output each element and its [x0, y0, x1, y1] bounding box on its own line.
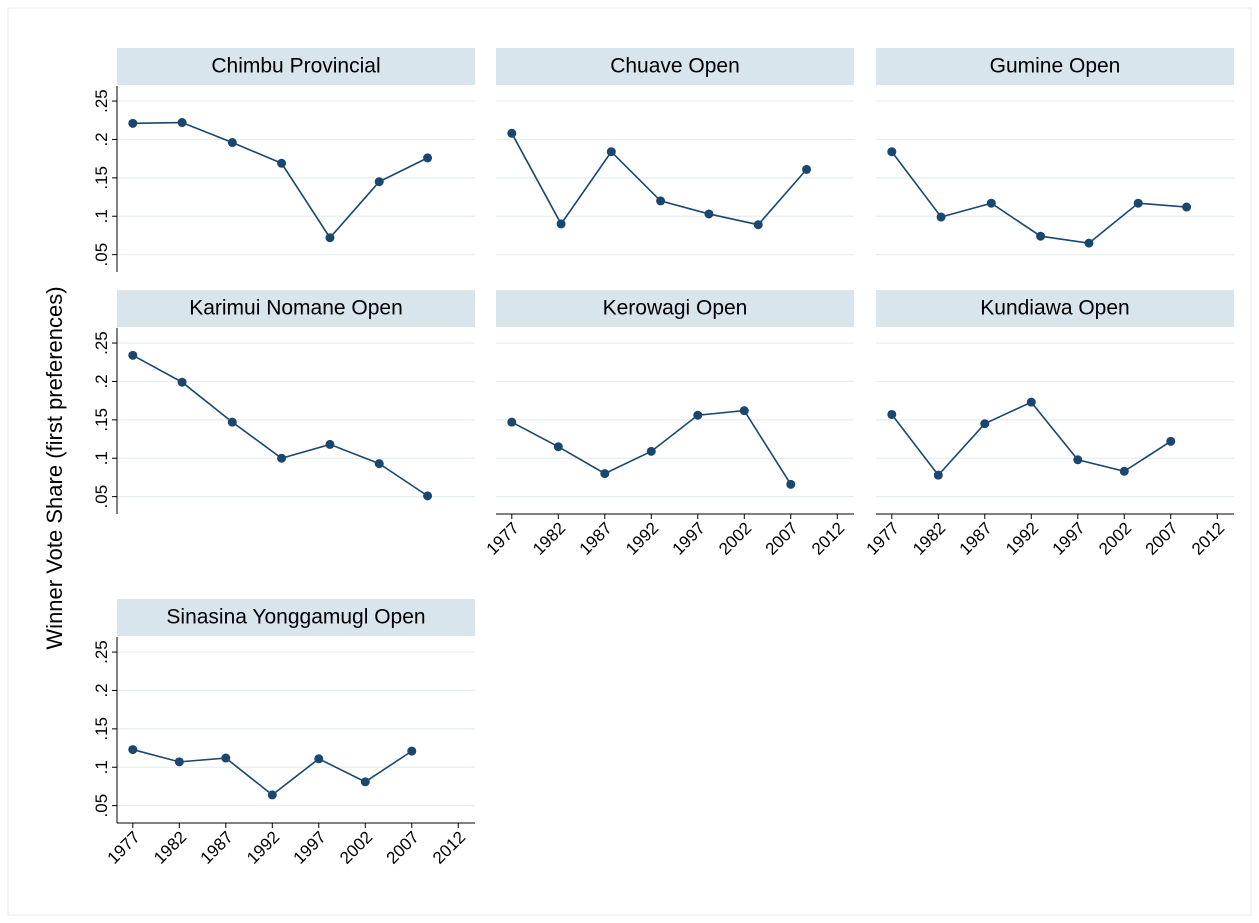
data-point — [1036, 231, 1046, 241]
y-axis-label: Winner Vote Share (first preferences) — [42, 286, 67, 649]
data-point — [1084, 238, 1094, 248]
data-point — [1073, 455, 1083, 465]
panel-strip — [117, 599, 475, 636]
y-tick-label: .15 — [92, 166, 111, 190]
data-point — [325, 439, 335, 449]
data-point — [986, 198, 996, 208]
data-point — [177, 377, 187, 387]
data-point — [1026, 397, 1036, 407]
data-point — [221, 753, 231, 763]
panel-strip — [117, 48, 475, 85]
data-point — [174, 757, 184, 767]
data-point — [933, 470, 943, 480]
y-tick-label: .2 — [92, 132, 111, 146]
y-tick-label: .25 — [92, 331, 111, 355]
data-point — [556, 219, 566, 229]
panel-title: Chuave Open — [610, 55, 740, 78]
y-tick-label: .05 — [92, 485, 111, 509]
data-point — [1119, 466, 1129, 476]
y-tick-label: .25 — [92, 640, 111, 664]
data-point — [128, 118, 138, 128]
data-point — [267, 790, 277, 800]
data-point — [227, 138, 237, 148]
data-point — [646, 446, 656, 456]
data-point — [507, 417, 517, 427]
data-point — [553, 442, 563, 452]
panel-strip — [496, 48, 854, 85]
data-point — [360, 777, 370, 787]
data-point — [314, 754, 324, 764]
data-point — [704, 209, 714, 219]
y-tick-label: .2 — [92, 683, 111, 697]
data-point — [1133, 198, 1143, 208]
data-point — [507, 128, 517, 138]
y-tick-label: .1 — [92, 209, 111, 223]
data-point — [423, 491, 433, 501]
data-point — [128, 350, 138, 360]
data-point — [802, 164, 812, 174]
data-point — [887, 147, 897, 157]
data-point — [277, 453, 287, 463]
panel-title: Karimui Nomane Open — [189, 297, 403, 320]
data-point — [739, 406, 749, 416]
data-point — [1182, 202, 1192, 212]
data-point — [277, 158, 287, 168]
data-point — [227, 417, 237, 427]
data-point — [177, 118, 187, 128]
y-tick-label: .2 — [92, 374, 111, 388]
data-point — [980, 419, 990, 429]
panel-title: Kerowagi Open — [603, 297, 748, 320]
panel-title: Gumine Open — [990, 55, 1121, 78]
panel-title: Kundiawa Open — [980, 297, 1129, 320]
y-tick-label: .1 — [92, 451, 111, 465]
y-tick-label: .25 — [92, 89, 111, 113]
panel-strip — [496, 290, 854, 327]
data-point — [128, 745, 138, 755]
data-point — [1166, 436, 1176, 446]
y-tick-label: .05 — [92, 794, 111, 818]
data-point — [600, 469, 610, 479]
y-tick-label: .15 — [92, 717, 111, 741]
y-tick-label: .15 — [92, 408, 111, 432]
panel-strip — [876, 290, 1234, 327]
data-point — [423, 153, 433, 163]
data-point — [786, 479, 796, 489]
data-point — [753, 220, 763, 230]
data-point — [693, 410, 703, 420]
panel-strip — [117, 290, 475, 327]
data-point — [936, 212, 946, 222]
panel-strip — [876, 48, 1234, 85]
data-point — [656, 196, 666, 206]
data-point — [325, 233, 335, 243]
data-point — [606, 147, 616, 157]
panel-title: Sinasina Yonggamugl Open — [166, 606, 425, 629]
panel-title: Chimbu Provincial — [211, 55, 380, 78]
y-tick-label: .1 — [92, 760, 111, 774]
data-point — [374, 177, 384, 187]
data-point — [374, 459, 384, 469]
y-tick-label: .05 — [92, 243, 111, 267]
data-point — [887, 409, 897, 419]
data-point — [407, 746, 417, 756]
